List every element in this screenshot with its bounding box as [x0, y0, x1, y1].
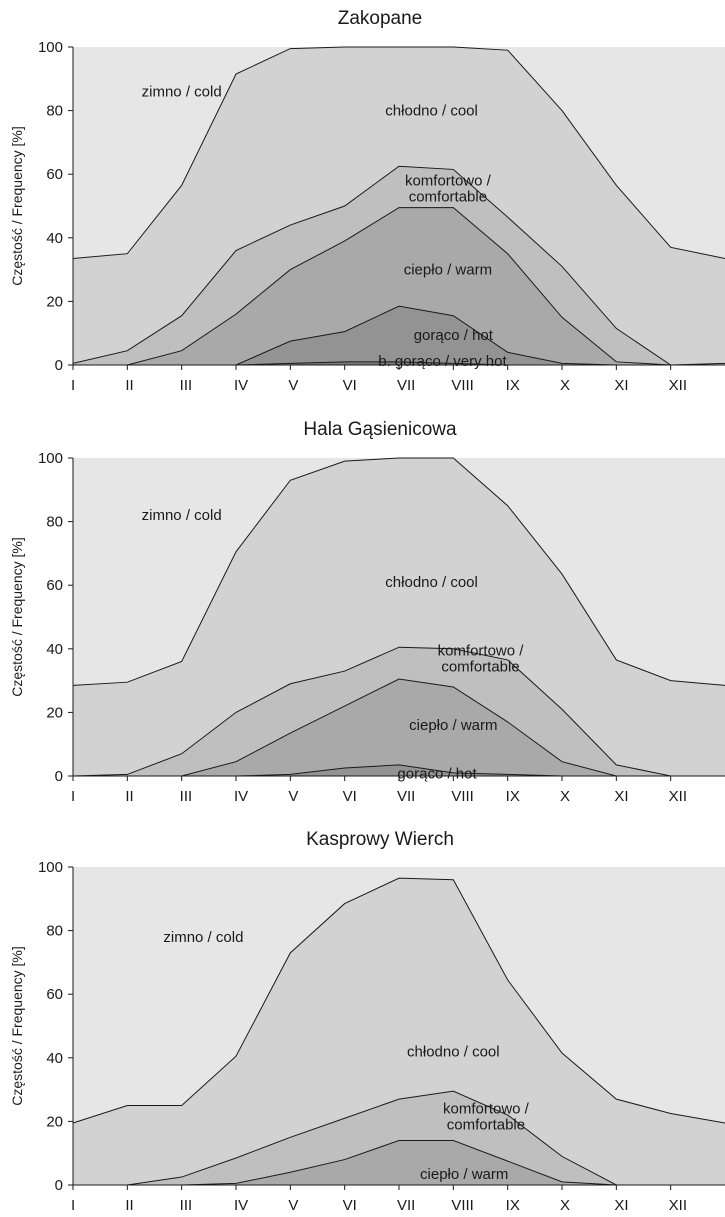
x-tick-label: IV [234, 1197, 248, 1214]
x-tick-label: VII [397, 377, 415, 394]
x-tick-label: III [180, 788, 193, 805]
x-tick-label: XI [614, 377, 628, 394]
y-tick-label: 0 [55, 1177, 63, 1194]
x-tick-label: XI [614, 788, 628, 805]
region-label: ciepło / warm [404, 262, 492, 279]
x-tick-label: V [288, 1197, 298, 1214]
x-tick-label: VIII [451, 1197, 474, 1214]
region-label: ciepło / warm [420, 1166, 508, 1183]
y-axis-label: Częstość / Frequency [%] [9, 126, 25, 286]
x-tick-label: XII [669, 377, 687, 394]
x-tick-label: X [560, 377, 570, 394]
chart-title: Hala Gąsienicowa [303, 419, 457, 440]
x-tick-label: XII [669, 1197, 687, 1214]
region-label: chłodno / cool [385, 103, 478, 120]
y-tick-label: 80 [46, 514, 63, 531]
x-tick-label: VI [343, 377, 357, 394]
y-tick-label: 0 [55, 768, 63, 785]
region-label: zimno / cold [142, 507, 222, 524]
y-tick-label: 60 [46, 166, 63, 183]
region-label: zimno / cold [163, 929, 243, 946]
x-tick-label: I [71, 788, 75, 805]
x-tick-label: IX [506, 788, 520, 805]
region-label: b. gorąco / very hot [378, 353, 507, 370]
x-tick-label: VIII [451, 788, 474, 805]
y-tick-label: 100 [38, 859, 63, 876]
x-tick-label: I [71, 1197, 75, 1214]
y-tick-label: 40 [46, 641, 63, 658]
y-axis-label: Częstość / Frequency [%] [9, 946, 25, 1106]
x-tick-label: II [125, 1197, 133, 1214]
y-tick-label: 20 [46, 704, 63, 721]
y-tick-label: 40 [46, 230, 63, 247]
chart-title: Kasprowy Wierch [306, 829, 454, 850]
x-tick-label: X [560, 788, 570, 805]
y-tick-label: 80 [46, 923, 63, 940]
y-tick-label: 60 [46, 577, 63, 594]
y-tick-label: 20 [46, 1113, 63, 1130]
region-label: chłodno / cool [407, 1043, 500, 1060]
x-tick-label: VI [343, 788, 357, 805]
x-tick-label: V [288, 377, 298, 394]
x-tick-label: VII [397, 788, 415, 805]
x-tick-label: XII [669, 788, 687, 805]
region-label: komfortowo / comfortable [438, 642, 525, 675]
y-axis-label: Częstość / Frequency [%] [9, 537, 25, 697]
x-tick-label: II [125, 788, 133, 805]
x-tick-label: IX [506, 1197, 520, 1214]
region-label: komfortowo / comfortable [405, 173, 492, 206]
x-tick-label: V [288, 788, 298, 805]
x-tick-label: I [71, 377, 75, 394]
x-tick-label: VIII [451, 377, 474, 394]
x-tick-label: II [125, 377, 133, 394]
region-label: ciepło / warm [409, 717, 497, 734]
region-label: gorąco / hot [414, 327, 494, 344]
chart-title: Zakopane [338, 8, 423, 29]
y-tick-label: 0 [55, 357, 63, 374]
y-tick-label: 100 [38, 450, 63, 467]
y-tick-label: 20 [46, 293, 63, 310]
y-tick-label: 40 [46, 1050, 63, 1067]
x-tick-label: III [180, 1197, 193, 1214]
x-tick-label: X [560, 1197, 570, 1214]
y-tick-label: 60 [46, 986, 63, 1003]
region-label: chłodno / cool [385, 574, 478, 591]
region-label: zimno / cold [142, 84, 222, 101]
region-label: gorąco / hot [397, 765, 477, 782]
x-tick-label: IX [506, 377, 520, 394]
x-tick-label: IV [234, 377, 248, 394]
y-tick-label: 100 [38, 39, 63, 56]
x-tick-label: III [180, 377, 193, 394]
y-tick-label: 80 [46, 103, 63, 120]
x-tick-label: XI [614, 1197, 628, 1214]
region-label: komfortowo / comfortable [443, 1101, 530, 1134]
x-tick-label: VII [397, 1197, 415, 1214]
x-tick-label: IV [234, 788, 248, 805]
x-tick-label: VI [343, 1197, 357, 1214]
